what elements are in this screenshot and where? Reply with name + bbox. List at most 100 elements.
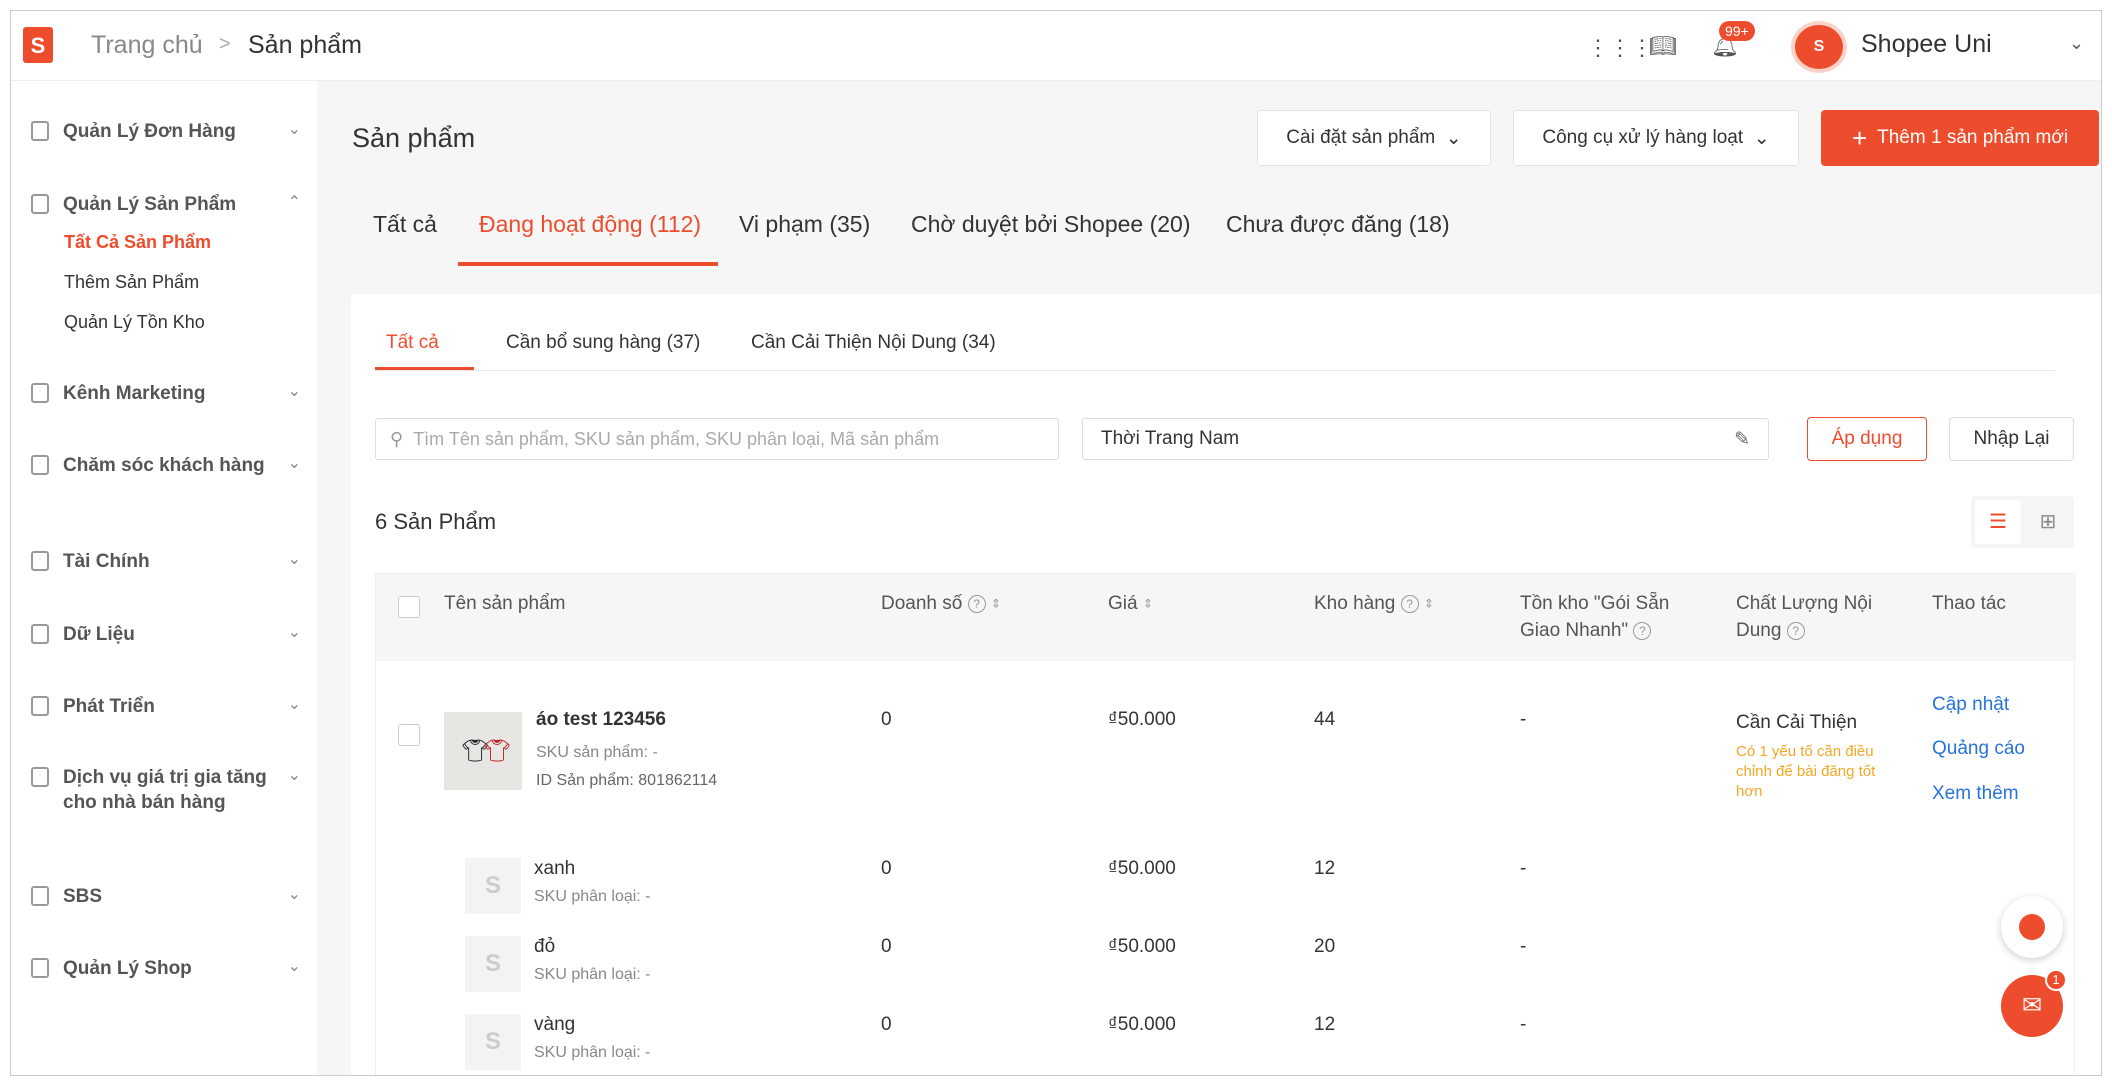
row-checkbox[interactable] — [398, 724, 420, 746]
grid-view-icon[interactable]: ⊞ — [2039, 511, 2057, 533]
bag-icon — [31, 194, 49, 214]
sidebar: Quản Lý Đơn Hàng ⌄ Quản Lý Sản Phẩm ⌃ Tất … — [11, 81, 317, 1075]
page-title: Sản phẩm — [352, 123, 476, 153]
sidebar-item-shop[interactable]: Quản Lý Shop ⌄ — [31, 956, 301, 981]
chevron-down-icon: ⌄ — [287, 121, 301, 138]
product-sales: 0 — [881, 709, 892, 730]
product-settings-button[interactable]: Cài đặt sản phẩm ⌄ — [1257, 110, 1491, 166]
category-field[interactable]: Thời Trang Nam ✎ — [1082, 418, 1769, 460]
table: Tên sản phẩm Doanh số ? ⇕ Giá ⇕ Kho hàng… — [375, 573, 2076, 1075]
shopee-logo-icon[interactable]: S — [23, 27, 53, 63]
tab-pending[interactable]: Chờ duyệt bởi Shopee (20) — [911, 211, 1191, 237]
variant-sku: SKU phân loại: - — [534, 888, 651, 905]
header-label: Giá — [1108, 593, 1138, 614]
diamond-icon — [31, 767, 49, 787]
header-stock[interactable]: Kho hàng ? ⇕ — [1314, 590, 1434, 617]
search-icon: ⚲ — [390, 428, 404, 449]
shop-avatar[interactable]: S — [1791, 21, 1847, 73]
variant-price: ₫50.000 — [1108, 936, 1176, 957]
sidebar-sub-all-products[interactable]: Tất Cả Sản Phẩm — [64, 232, 212, 252]
sort-icon[interactable]: ⇕ — [990, 596, 1001, 611]
variant-name: xanh — [534, 858, 576, 879]
chart-icon — [31, 624, 49, 644]
sidebar-item-products[interactable]: Quản Lý Sản Phẩm ⌃ — [31, 192, 301, 217]
tab-unpublished[interactable]: Chưa được đăng (18) — [1226, 211, 1450, 237]
subtab-improve-content[interactable]: Cần Cải Thiện Nội Dung (34) — [751, 332, 996, 353]
breadcrumb-home[interactable]: Trang chủ — [91, 31, 203, 59]
help-icon[interactable]: ? — [1633, 621, 1652, 640]
add-product-button[interactable]: + Thêm 1 sản phẩm mới — [1821, 110, 2099, 166]
variant-stock: 12 — [1314, 858, 1336, 879]
sidebar-sub-add-product[interactable]: Thêm Sản Phẩm — [64, 272, 200, 292]
bulk-tools-button[interactable]: Công cụ xử lý hàng loạt ⌄ — [1513, 110, 1799, 166]
variant-price: ₫50.000 — [1108, 858, 1176, 879]
update-link[interactable]: Cập nhật — [1932, 694, 2010, 715]
tag-icon — [31, 383, 49, 403]
chevron-down-icon: ⌄ — [287, 455, 301, 472]
tab-violation[interactable]: Vi phạm (35) — [739, 211, 871, 237]
tab-active[interactable]: Đang hoạt động (112) — [479, 211, 702, 237]
plus-icon: + — [1851, 122, 1868, 153]
sidebar-label: Dữ Liệu — [63, 624, 135, 645]
subtab-restock[interactable]: Cần bổ sung hàng (37) — [506, 332, 701, 353]
header-price[interactable]: Giá ⇕ — [1108, 590, 1153, 617]
variant-stock: 12 — [1314, 1014, 1336, 1035]
header-quality: Chất Lượng Nội Dung ? — [1736, 590, 1896, 644]
wallet-icon — [31, 551, 49, 571]
sort-icon[interactable]: ⇕ — [1423, 596, 1434, 611]
subtab-all[interactable]: Tất cả — [386, 332, 439, 353]
sidebar-label: Phát Triển — [63, 696, 155, 717]
variant-sales: 0 — [881, 858, 892, 879]
apps-grid-icon[interactable]: ⋮⋮⋮ — [1587, 35, 1653, 60]
support-icon — [2019, 914, 2045, 940]
header-name: Tên sản phẩm — [444, 593, 566, 614]
book-icon[interactable]: 📖︎ — [1649, 33, 1677, 58]
search-input[interactable]: ⚲ Tìm Tên sản phẩm, SKU sản phẩm, SKU phâ… — [375, 418, 1059, 460]
quality-status: Cần Cải Thiện — [1736, 712, 1858, 733]
sidebar-item-customer-care[interactable]: Chăm sóc khách hàng ⌄ — [31, 453, 301, 478]
sidebar-label: SBS — [63, 886, 103, 907]
chevron-down-icon: ⌄ — [287, 886, 301, 903]
header-sales[interactable]: Doanh số ? ⇕ — [881, 590, 1001, 617]
chevron-down-icon[interactable]: ⌄ — [2069, 33, 2085, 53]
sidebar-item-data[interactable]: Dữ Liệu ⌄ — [31, 622, 301, 647]
sidebar-sub-inventory[interactable]: Quản Lý Tồn Kho — [64, 312, 205, 332]
apply-button[interactable]: Áp dụng — [1807, 417, 1927, 461]
subtabs-divider — [375, 370, 2055, 371]
header-label: Doanh số — [881, 593, 963, 614]
app-frame: S Trang chủ > Sản phẩm ⋮⋮⋮ 📖︎ 🔔︎ 99+ S S… — [10, 10, 2102, 1076]
pencil-icon[interactable]: ✎ — [1734, 428, 1750, 450]
more-link[interactable]: Xem thêm — [1932, 783, 2019, 804]
sidebar-item-growth[interactable]: Phát Triển ⌄ — [31, 694, 301, 719]
sidebar-item-sbs[interactable]: SBS ⌄ — [31, 884, 301, 909]
chevron-down-icon: ⌄ — [1753, 127, 1770, 149]
product-name[interactable]: áo test 123456 — [536, 709, 666, 730]
advertise-link[interactable]: Quảng cáo — [1932, 738, 2025, 759]
sidebar-item-orders[interactable]: Quản Lý Đơn Hàng ⌄ — [31, 119, 301, 144]
tab-all[interactable]: Tất cả — [373, 211, 437, 237]
variant-sku: SKU phân loại: - — [534, 966, 651, 983]
notification-badge: 99+ — [1719, 21, 1755, 41]
sidebar-label: Chăm sóc khách hàng — [63, 455, 265, 476]
reset-button[interactable]: Nhập Lại — [1949, 417, 2074, 461]
variant-sku: SKU phân loại: - — [534, 1044, 651, 1061]
top-header: S Trang chủ > Sản phẩm ⋮⋮⋮ 📖︎ 🔔︎ 99+ S S… — [11, 11, 2101, 81]
sidebar-item-marketing[interactable]: Kênh Marketing ⌄ — [31, 381, 301, 406]
chevron-up-icon: ⌃ — [287, 194, 301, 211]
product-thumbnail[interactable]: 👕︎👕︎ — [444, 712, 522, 790]
sidebar-item-value-services[interactable]: Dịch vụ giá trị gia tăng cho nhà bán hàn… — [31, 765, 301, 815]
select-all-checkbox[interactable] — [398, 596, 420, 618]
support-bubble-button[interactable] — [2001, 896, 2063, 958]
button-label: Áp dụng — [1831, 428, 1903, 449]
help-icon[interactable]: ? — [967, 594, 986, 613]
header-label: Tồn kho "Gói Sẵn Giao Nhanh" — [1520, 593, 1670, 641]
placeholder-bag-icon: S — [465, 1014, 521, 1070]
list-view-icon[interactable]: ☰ — [1975, 500, 2021, 544]
help-icon[interactable]: ? — [1786, 621, 1805, 640]
sort-icon[interactable]: ⇕ — [1142, 596, 1153, 611]
chevron-down-icon: ⌄ — [287, 551, 301, 568]
product-list-card: Tất cả Cần bổ sung hàng (37) Cần Cải Thi… — [351, 294, 2101, 1075]
shop-name[interactable]: Shopee Uni — [1861, 30, 1992, 58]
sidebar-item-finance[interactable]: Tài Chính ⌄ — [31, 549, 301, 574]
help-icon[interactable]: ? — [1400, 594, 1419, 613]
